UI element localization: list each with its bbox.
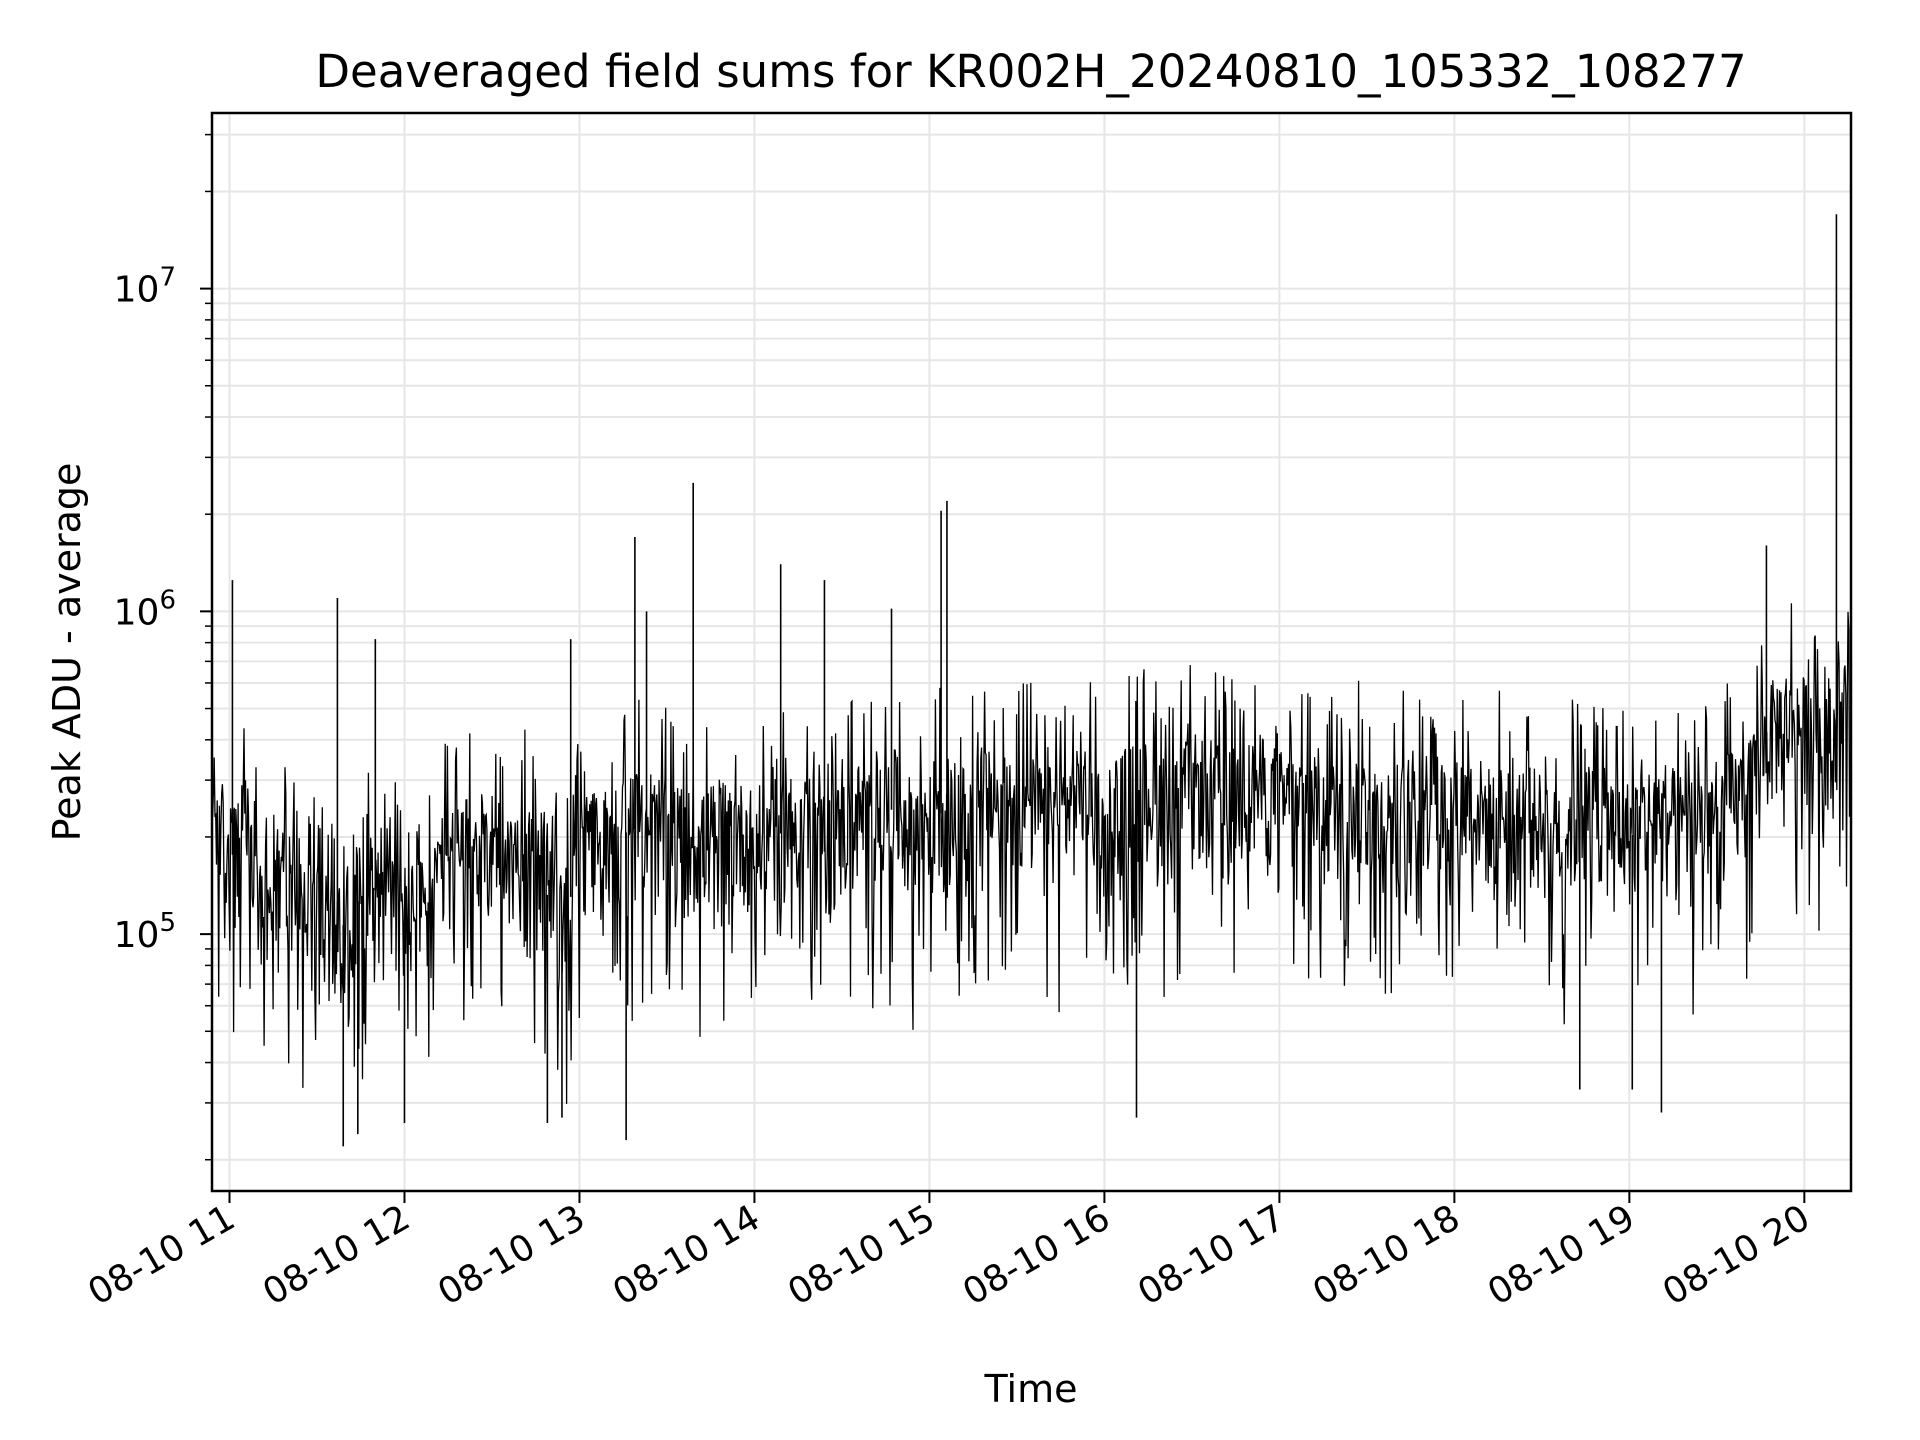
plot-frame xyxy=(210,111,1853,1193)
y-tick-exponent: 6 xyxy=(159,585,176,615)
series-area xyxy=(211,214,1852,1147)
y-tick-exponent: 5 xyxy=(159,908,176,938)
y-tick-base: 10 xyxy=(114,592,160,633)
chart-title: Deaveraged field sums for KR002H_2024081… xyxy=(315,45,1746,98)
series-line xyxy=(211,603,1852,1104)
y-tick-label: 105 xyxy=(114,908,176,956)
y-tick-label: 106 xyxy=(114,585,176,633)
y-tick-label: 107 xyxy=(114,263,176,311)
x-axis-title: Time xyxy=(984,1367,1078,1411)
y-tick-base: 10 xyxy=(114,915,160,956)
y-axis-title: Peak ADU - average xyxy=(45,463,89,842)
y-tick-exponent: 7 xyxy=(159,263,176,293)
y-tick-base: 10 xyxy=(114,270,160,311)
